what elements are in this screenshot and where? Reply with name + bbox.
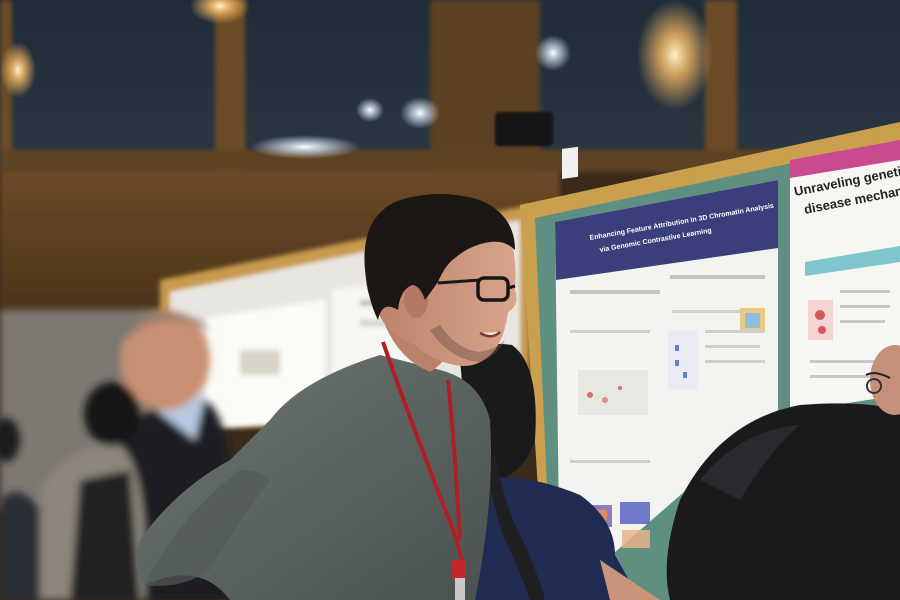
window-frames [0, 0, 900, 200]
poster-right: Unraveling genetic ins disease mechanism… [790, 140, 900, 412]
ceiling-lamp [0, 42, 36, 98]
person-braid [460, 344, 660, 600]
ceiling-lamp [356, 98, 384, 122]
ceiling-lamp [535, 35, 571, 71]
dark-hair [364, 194, 515, 320]
foreground-person [666, 345, 900, 600]
ceiling-lamp [400, 97, 440, 129]
speaker-box [495, 112, 553, 146]
eyeglasses [437, 276, 516, 302]
ceiling-lamp [637, 0, 713, 110]
poster-main: Enhancing Feature Attribution in 3D Chro… [555, 146, 778, 600]
ceiling-lamp [190, 0, 250, 24]
ceiling-lamp [250, 135, 360, 159]
badge-clip [455, 578, 465, 600]
main-subject [136, 194, 517, 600]
red-lanyard [381, 341, 464, 561]
smile [479, 331, 501, 338]
